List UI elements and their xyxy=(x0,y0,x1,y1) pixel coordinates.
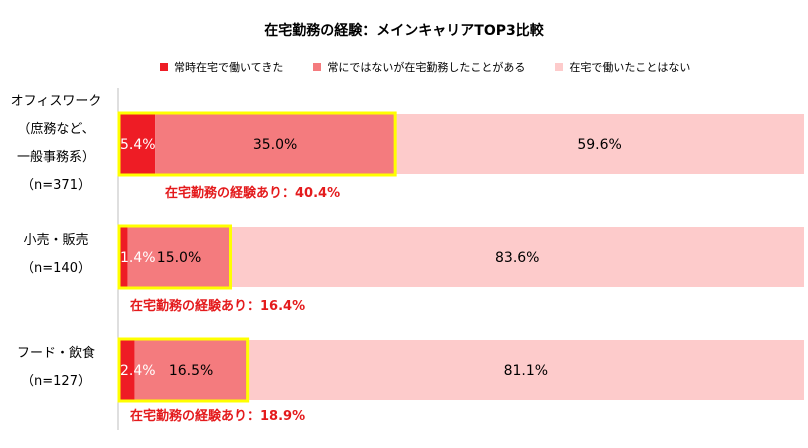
data-label-never: 81.1% xyxy=(504,363,548,379)
bar-segment-never xyxy=(247,340,805,400)
data-label-sometimes: 35.0% xyxy=(253,137,297,153)
experience-annotation-office: 在宅勤務の経験あり：40.4% xyxy=(165,186,341,201)
category-label-retail: 小売・販売 （n=140） xyxy=(0,227,112,283)
experience-highlight-box xyxy=(117,337,250,403)
data-label-sometimes: 15.0% xyxy=(157,250,201,266)
category-label-line: （n=127） xyxy=(21,374,91,389)
category-label-food: フード・飲食 （n=127） xyxy=(0,340,112,396)
legend-swatch-never xyxy=(555,63,564,71)
legend-swatch-always xyxy=(160,63,168,71)
experience-annotation-retail: 在宅勤務の経験あり：16.4% xyxy=(130,299,306,314)
bar-segment-always xyxy=(118,227,128,287)
data-label-sometimes: 16.5% xyxy=(169,363,213,379)
data-label-always: 2.4% xyxy=(120,363,156,379)
legend-label-never: 在宅で働いたことはない xyxy=(569,61,691,74)
legend-item-never: 在宅で働いたことはない xyxy=(555,59,690,75)
chart-title: 在宅勤務の経験：メインキャリアTOP3比較 xyxy=(264,23,544,39)
data-label-always: 1.4% xyxy=(120,250,156,266)
category-label-line: 一般事務系） xyxy=(16,150,95,165)
bar-segment-never xyxy=(230,227,804,287)
experience-highlight-box xyxy=(117,224,233,290)
bar-segment-sometimes xyxy=(127,227,231,287)
category-label-line: オフィスワーク xyxy=(10,94,102,109)
category-label-line: （庶務など、 xyxy=(17,122,95,137)
experience-annotation-food: 在宅勤務の経験あり：18.9% xyxy=(130,409,306,424)
bar-segment-always xyxy=(118,114,156,174)
bar-segment-sometimes xyxy=(155,114,396,174)
data-label-never: 83.6% xyxy=(495,250,539,266)
legend-label-always: 常時在宅で働いてきた xyxy=(174,61,284,74)
category-label-line: 小売・販売 xyxy=(23,233,89,248)
data-label-never: 59.6% xyxy=(577,137,621,153)
bar-segment-sometimes xyxy=(134,340,248,400)
category-label-line: （n=371） xyxy=(21,178,91,193)
legend-label-sometimes: 常にではないが在宅勤務したことがある xyxy=(327,61,526,74)
category-label-line: （n=140） xyxy=(21,261,91,276)
bar-segment-never xyxy=(395,114,804,174)
experience-highlight-box xyxy=(117,111,397,177)
legend-item-sometimes: 常にではないが在宅勤務したことがある xyxy=(313,59,525,75)
legend: 常時在宅で働いてきた 常にではないが在宅勤務したことがある 在宅で働いたことはな… xyxy=(160,59,720,75)
category-label-office: オフィスワーク （庶務など、 一般事務系） （n=371） xyxy=(0,88,112,200)
bar-segment-always xyxy=(118,340,135,400)
legend-swatch-sometimes xyxy=(313,63,322,71)
data-label-always: 5.4% xyxy=(120,137,156,153)
legend-item-always: 常時在宅で働いてきた xyxy=(160,59,283,75)
category-label-line: フード・飲食 xyxy=(16,346,95,361)
